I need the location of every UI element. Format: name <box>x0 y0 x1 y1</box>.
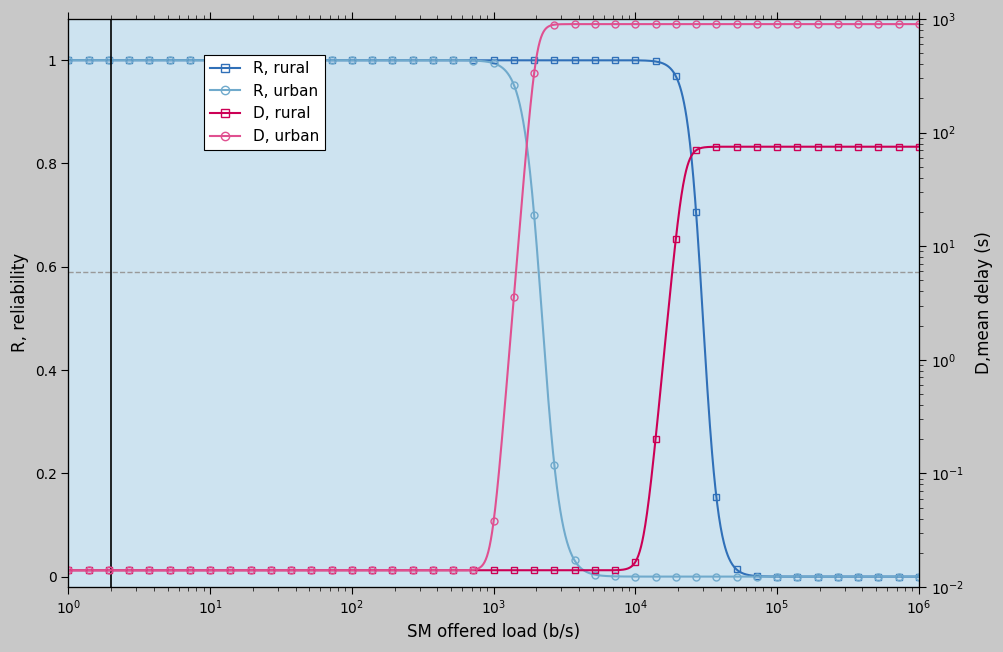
Y-axis label: R, reliability: R, reliability <box>11 254 29 353</box>
Legend: R, rural, R, urban, D, rural, D, urban: R, rural, R, urban, D, rural, D, urban <box>204 55 325 150</box>
X-axis label: SM offered load (b/s): SM offered load (b/s) <box>406 623 580 641</box>
Y-axis label: D,mean delay (s): D,mean delay (s) <box>974 231 992 374</box>
